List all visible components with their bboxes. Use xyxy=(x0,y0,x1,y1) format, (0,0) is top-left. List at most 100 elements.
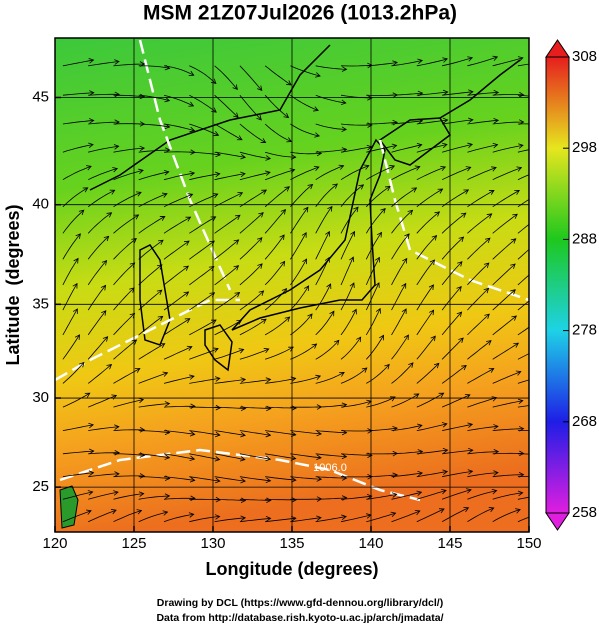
streamline-arrow xyxy=(492,55,499,61)
streamline xyxy=(138,372,168,384)
streamline xyxy=(138,453,170,459)
streamline xyxy=(517,123,529,125)
streamline-arrow xyxy=(467,422,474,428)
streamline-arrow xyxy=(417,423,423,429)
streamline xyxy=(492,474,524,478)
streamline xyxy=(391,491,422,500)
streamline xyxy=(467,56,498,67)
streamline xyxy=(315,340,340,360)
streamline xyxy=(416,284,434,311)
colorbar-tick-label: 278 xyxy=(572,322,597,339)
streamline xyxy=(290,258,307,286)
streamline xyxy=(163,513,194,523)
streamline xyxy=(315,206,333,234)
streamline-arrow xyxy=(290,376,297,382)
streamline-arrow xyxy=(402,257,408,264)
streamline xyxy=(264,123,292,142)
streamline xyxy=(340,400,372,408)
streamline-arrow xyxy=(157,315,164,322)
streamline-arrow xyxy=(414,165,421,171)
streamline xyxy=(214,123,243,141)
streamline xyxy=(239,406,271,409)
streamline xyxy=(214,173,246,181)
streamline-arrow xyxy=(350,230,355,237)
streamline-arrow xyxy=(190,495,196,502)
streamline-arrow xyxy=(380,207,386,214)
streamline-arrow xyxy=(129,312,136,319)
streamline-arrow xyxy=(467,56,474,62)
colorbar-extend xyxy=(545,512,570,531)
streamline-arrow xyxy=(466,488,472,494)
streamline xyxy=(62,258,79,286)
streamline xyxy=(239,348,269,360)
streamline-arrow xyxy=(135,191,142,197)
streamline xyxy=(239,290,264,311)
streamline-arrow xyxy=(441,422,448,428)
streamline-arrow xyxy=(188,512,195,518)
streamline xyxy=(441,365,467,384)
streamline xyxy=(239,379,271,384)
streamline xyxy=(62,120,94,125)
streamline-arrow xyxy=(491,488,498,495)
y-tick-label: 35 xyxy=(32,295,49,312)
streamline xyxy=(340,146,372,153)
streamline-arrow xyxy=(351,308,357,315)
coastline xyxy=(231,138,386,331)
streamline xyxy=(416,91,448,96)
streamline xyxy=(442,91,473,96)
streamline xyxy=(315,497,347,500)
streamline xyxy=(62,59,94,67)
streamline xyxy=(214,498,246,501)
streamline-arrow xyxy=(75,233,81,239)
streamline xyxy=(138,476,170,479)
streamline-arrow xyxy=(538,317,543,322)
streamline xyxy=(416,259,435,286)
streamline-arrow xyxy=(316,430,322,437)
streamline-arrow xyxy=(442,447,449,454)
streamline xyxy=(214,319,242,336)
streamline xyxy=(113,238,137,260)
streamline xyxy=(239,453,271,460)
streamline-arrow xyxy=(162,371,169,377)
streamline-arrow xyxy=(339,371,345,377)
streamline xyxy=(442,57,473,67)
streamline xyxy=(442,470,473,478)
streamline xyxy=(264,288,287,311)
streamline-arrow xyxy=(460,212,467,218)
streamline-arrow xyxy=(341,453,348,460)
streamline xyxy=(113,493,144,500)
streamline-arrow xyxy=(257,263,263,269)
streamline-arrow xyxy=(311,343,318,349)
streamline xyxy=(340,184,364,208)
streamline xyxy=(163,318,191,336)
streamline xyxy=(467,472,499,478)
streamline xyxy=(239,476,271,482)
streamline xyxy=(315,165,344,181)
streamline xyxy=(264,65,292,86)
streamline xyxy=(163,346,192,360)
streamline xyxy=(340,165,369,181)
streamline xyxy=(366,121,398,125)
streamline-arrow xyxy=(279,260,286,267)
streamline xyxy=(239,171,271,181)
streamline xyxy=(163,497,195,500)
streamline xyxy=(492,263,516,286)
streamline xyxy=(113,313,135,336)
streamline-arrow xyxy=(493,89,500,96)
streamline xyxy=(517,223,529,234)
streamline xyxy=(290,285,309,311)
streamline-arrow xyxy=(517,56,524,62)
streamline-arrow xyxy=(240,497,247,504)
streamline xyxy=(467,451,499,455)
streamline-arrow xyxy=(329,310,335,317)
streamline-arrow xyxy=(307,313,313,320)
streamline xyxy=(264,346,294,360)
streamline-arrow xyxy=(138,491,145,497)
streamline-arrow xyxy=(536,291,541,296)
streamline-arrow xyxy=(101,310,107,316)
streamline-arrow xyxy=(512,213,518,219)
streamline xyxy=(340,336,362,360)
streamline-arrow xyxy=(417,470,424,477)
streamline xyxy=(189,406,221,409)
